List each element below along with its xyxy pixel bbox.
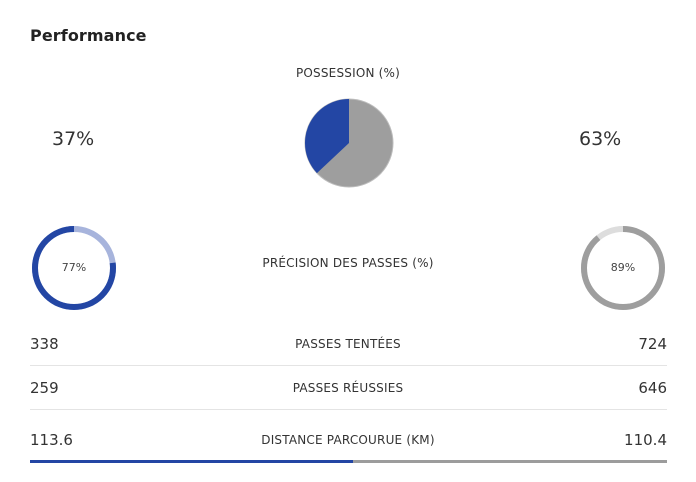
possession-label: POSSESSION (%) xyxy=(295,66,401,80)
passes-completed-label: PASSES RÉUSSIES xyxy=(292,381,404,395)
passes-attempted-left: 338 xyxy=(30,335,59,353)
passes-attempted-right: 724 xyxy=(638,335,667,353)
row-divider xyxy=(30,365,667,366)
pass-accuracy-left-ring xyxy=(32,226,116,310)
possession-left-value: 37% xyxy=(52,128,95,150)
pass-accuracy-left-value: 77% xyxy=(61,261,87,274)
passes-attempted-label: PASSES TENTÉES xyxy=(295,337,401,351)
pass-accuracy-right-ring xyxy=(581,226,665,310)
distance-label: DISTANCE PARCOURUE (KM) xyxy=(261,433,435,447)
passes-completed-right: 646 xyxy=(638,379,667,397)
possession-pie-chart xyxy=(304,98,394,188)
distance-bar-right xyxy=(353,460,667,463)
possession-right-value: 63% xyxy=(579,128,622,150)
pass-accuracy-left-ring-fill xyxy=(32,226,116,310)
passes-completed-left: 259 xyxy=(30,379,59,397)
section-title: Performance xyxy=(30,26,147,45)
pass-accuracy-right-ring-fill xyxy=(581,226,665,310)
pass-accuracy-right-value: 89% xyxy=(610,261,636,274)
distance-right: 110.4 xyxy=(624,431,667,449)
distance-bar-left xyxy=(30,460,353,463)
row-divider xyxy=(30,409,667,410)
possession-pie-left-slice xyxy=(305,99,349,174)
distance-left: 113.6 xyxy=(30,431,73,449)
pass-accuracy-label: PRÉCISION DES PASSES (%) xyxy=(262,256,434,270)
